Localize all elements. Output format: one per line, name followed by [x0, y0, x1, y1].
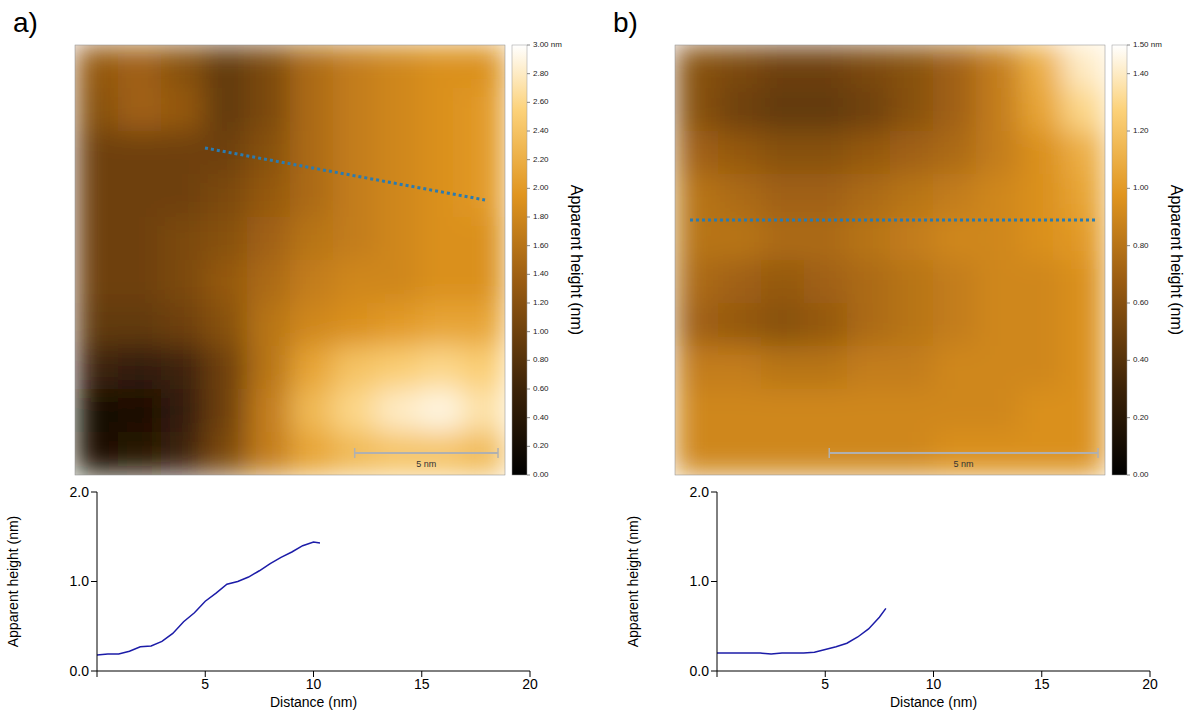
svg-text:2.0: 2.0	[70, 484, 90, 500]
svg-text:Apparent height (nm): Apparent height (nm)	[5, 516, 21, 648]
svg-text:0.80: 0.80	[533, 355, 549, 364]
svg-text:2.00: 2.00	[533, 183, 549, 192]
svg-text:1.20: 1.20	[533, 298, 549, 307]
svg-text:0.40: 0.40	[1133, 355, 1149, 364]
svg-text:1.80: 1.80	[533, 212, 549, 221]
svg-text:1.00: 1.00	[1133, 183, 1149, 192]
svg-text:b): b)	[613, 7, 638, 38]
svg-text:1.60: 1.60	[533, 241, 549, 250]
svg-text:1.20: 1.20	[1133, 126, 1149, 135]
svg-text:0.20: 0.20	[533, 441, 549, 450]
svg-text:0.00: 0.00	[1133, 470, 1149, 479]
svg-text:2.0: 2.0	[690, 484, 710, 500]
svg-text:Distance (nm): Distance (nm)	[270, 694, 357, 710]
svg-text:0.40: 0.40	[533, 413, 549, 422]
svg-text:5: 5	[201, 676, 209, 692]
svg-text:Apparent height (nm): Apparent height (nm)	[1168, 185, 1185, 335]
svg-text:0.00: 0.00	[533, 470, 549, 479]
svg-text:2.20: 2.20	[533, 155, 549, 164]
svg-text:1.40: 1.40	[533, 269, 549, 278]
svg-text:0.80: 0.80	[1133, 241, 1149, 250]
svg-text:5 nm: 5 nm	[416, 459, 436, 469]
svg-text:1.0: 1.0	[690, 573, 710, 589]
svg-text:2.40: 2.40	[533, 126, 549, 135]
svg-text:15: 15	[414, 676, 430, 692]
svg-text:0.0: 0.0	[690, 663, 710, 679]
svg-text:Apparent height (nm): Apparent height (nm)	[568, 185, 585, 335]
svg-text:3.00 nm: 3.00 nm	[533, 40, 562, 49]
svg-text:10: 10	[926, 676, 942, 692]
svg-text:5: 5	[821, 676, 829, 692]
svg-text:1.00: 1.00	[533, 327, 549, 336]
svg-text:Distance (nm): Distance (nm)	[890, 694, 977, 710]
svg-text:Apparent height (nm): Apparent height (nm)	[625, 516, 641, 648]
svg-text:1.0: 1.0	[70, 573, 90, 589]
svg-text:2.80: 2.80	[533, 69, 549, 78]
svg-text:20: 20	[1142, 676, 1158, 692]
svg-text:10: 10	[306, 676, 322, 692]
svg-text:0.60: 0.60	[1133, 298, 1149, 307]
svg-text:0.0: 0.0	[70, 663, 90, 679]
svg-text:5 nm: 5 nm	[954, 459, 974, 469]
svg-text:1.50 nm: 1.50 nm	[1133, 40, 1162, 49]
svg-text:0.20: 0.20	[1133, 413, 1149, 422]
svg-text:15: 15	[1034, 676, 1050, 692]
svg-text:2.60: 2.60	[533, 97, 549, 106]
svg-text:20: 20	[522, 676, 538, 692]
svg-text:0.60: 0.60	[533, 384, 549, 393]
svg-text:a): a)	[13, 7, 38, 38]
svg-text:1.40: 1.40	[1133, 69, 1149, 78]
